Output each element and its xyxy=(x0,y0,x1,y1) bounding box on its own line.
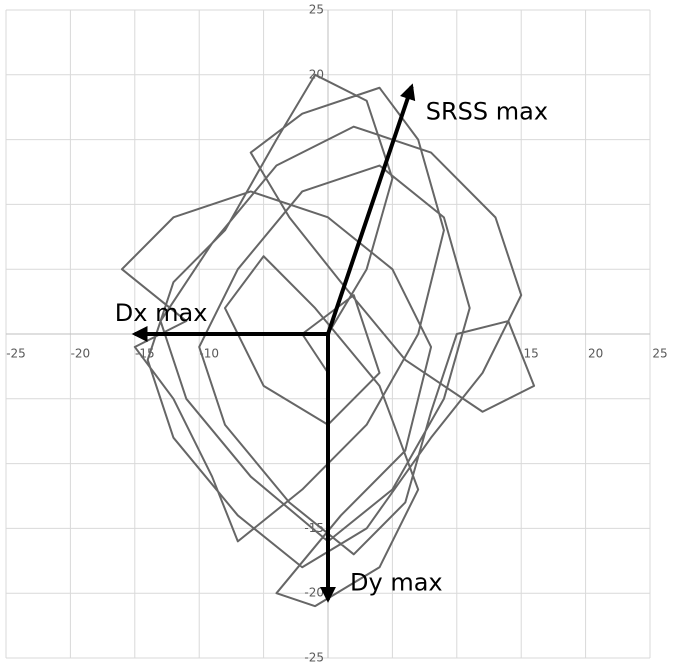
x-tick-label: -20 xyxy=(71,347,91,361)
x-tick-label: -25 xyxy=(6,347,26,361)
annotation-label: SRSS max xyxy=(426,97,548,125)
y-tick-label: -20 xyxy=(304,586,324,600)
annotation-label: Dy max xyxy=(350,569,443,597)
x-tick-label: 15 xyxy=(524,347,539,361)
x-tick-label: -10 xyxy=(199,347,219,361)
y-tick-label: 25 xyxy=(309,3,324,17)
orbit-line xyxy=(120,73,536,608)
annotation-label: Dx max xyxy=(115,299,208,327)
x-tick-label: 25 xyxy=(652,347,667,361)
x-tick-label: -15 xyxy=(135,347,155,361)
y-tick-label: -25 xyxy=(304,651,324,665)
arrow xyxy=(326,83,416,335)
x-tick-label: 20 xyxy=(588,347,603,361)
